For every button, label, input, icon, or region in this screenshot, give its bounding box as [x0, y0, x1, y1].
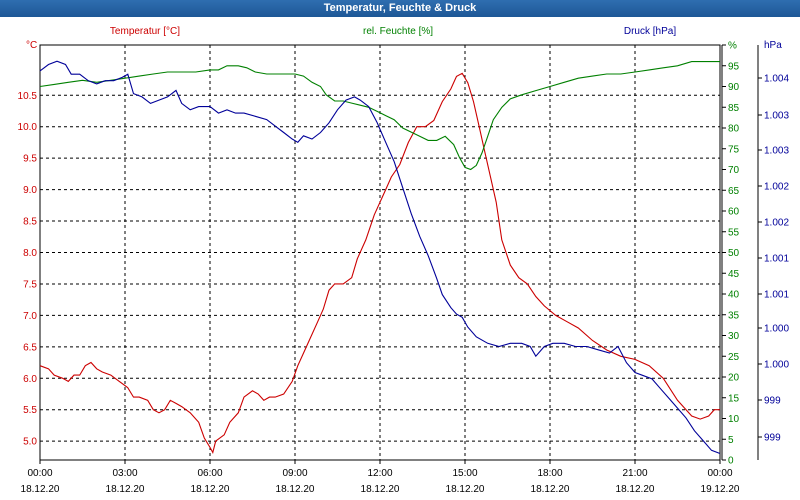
x-tick-date-label: 18.12.20: [21, 484, 60, 495]
pressure-tick-label: 1.003: [764, 111, 789, 122]
pressure-tick-label: 1.004: [764, 74, 789, 85]
temperature-tick-label: 7.0: [23, 311, 37, 322]
chart-title: Temperatur, Feuchte & Druck: [0, 0, 800, 17]
x-tick-time-label: 09:00: [282, 468, 307, 479]
humidity-tick-label: 20: [728, 373, 740, 384]
humidity-tick-label: 50: [728, 248, 740, 259]
humidity-tick-label: 70: [728, 165, 740, 176]
humidity-tick-label: 15: [728, 393, 740, 404]
x-tick-time-label: 15:00: [452, 468, 477, 479]
temperature-tick-label: 6.5: [23, 342, 37, 353]
chart-area: Temperatur [°C] rel. Feuchte [%] Druck [hP…: [18, 26, 790, 495]
x-tick-date-label: 18.12.20: [106, 484, 145, 495]
pressure-tick-label: 1.000: [764, 360, 789, 371]
humidity-tick-label: 55: [728, 227, 740, 238]
x-tick-date-label: 18.12.20: [446, 484, 485, 495]
temperature-tick-label: 8.5: [23, 217, 37, 228]
humidity-tick-label: 90: [728, 82, 740, 93]
temperature-tick-label: 6.0: [23, 374, 37, 385]
temperature-tick-label: 9.5: [23, 154, 37, 165]
pressure-tick-label: 999: [764, 433, 781, 444]
x-tick-date-label: 18.12.20: [616, 484, 655, 495]
humidity-tick-label: 40: [728, 290, 740, 301]
x-tick-time-label: 03:00: [112, 468, 137, 479]
humidity-tick-label: 0: [728, 456, 734, 467]
temperature-tick-label: 5.5: [23, 405, 37, 416]
legend-temperature: Temperatur [°C]: [110, 26, 180, 37]
x-tick-date-label: 18.12.20: [361, 484, 400, 495]
x-tick-date-label: 18.12.20: [191, 484, 230, 495]
pressure-tick-label: 999: [764, 396, 781, 407]
humidity-tick-label: %: [728, 41, 737, 52]
x-tick-time-label: 21:00: [622, 468, 647, 479]
temperature-tick-label: 7.5: [23, 279, 37, 290]
humidity-tick-label: 35: [728, 310, 740, 321]
x-tick-time-label: 06:00: [197, 468, 222, 479]
series-line-pressure: [39, 60, 721, 455]
x-tick-time-label: 00:00: [707, 468, 732, 479]
humidity-tick-label: 10: [728, 414, 740, 425]
temperature-tick-label: 8.0: [23, 248, 37, 259]
pressure-unit-label: hPa: [764, 40, 782, 51]
x-tick-time-label: 00:00: [27, 468, 52, 479]
series-line-humidity: [39, 61, 720, 171]
temperature-tick-label: 10.0: [18, 122, 38, 133]
humidity-tick-label: 95: [728, 61, 740, 72]
axes-group: [39, 44, 762, 464]
humidity-tick-label: 85: [728, 103, 740, 114]
humidity-tick-label: 65: [728, 186, 740, 197]
humidity-tick-label: 60: [728, 207, 740, 218]
x-tick-time-label: 18:00: [537, 468, 562, 479]
pressure-tick-label: 1.002: [764, 218, 789, 229]
temperature-tick-label: 9.0: [23, 185, 37, 196]
humidity-tick-label: 30: [728, 331, 740, 342]
pressure-tick-label: 1.002: [764, 182, 789, 193]
humidity-tick-label: 80: [728, 124, 740, 135]
pressure-tick-label: 1.001: [764, 254, 789, 265]
humidity-tick-label: 75: [728, 144, 740, 155]
series-group: [39, 60, 721, 455]
legend-pressure: Druck [hPa]: [624, 26, 676, 37]
x-tick-time-label: 12:00: [367, 468, 392, 479]
humidity-tick-label: 25: [728, 352, 740, 363]
humidity-tick-label: 5: [728, 435, 734, 446]
labels-group: Temperatur [°C] rel. Feuchte [%] Druck [hP…: [18, 26, 790, 495]
x-tick-date-label: 19.12.20: [701, 484, 740, 495]
x-tick-date-label: 18.12.20: [531, 484, 570, 495]
temperature-tick-label: 10.5: [18, 91, 38, 102]
x-tick-date-label: 18.12.20: [276, 484, 315, 495]
pressure-tick-label: 1.000: [764, 324, 789, 335]
temperature-unit-label: °C: [26, 40, 37, 51]
humidity-tick-label: 45: [728, 269, 740, 280]
pressure-tick-label: 1.003: [764, 146, 789, 157]
temperature-tick-label: 5.0: [23, 437, 37, 448]
legend-humidity: rel. Feuchte [%]: [363, 26, 433, 37]
series-line-temperature: [39, 72, 720, 454]
pressure-tick-label: 1.001: [764, 290, 789, 301]
